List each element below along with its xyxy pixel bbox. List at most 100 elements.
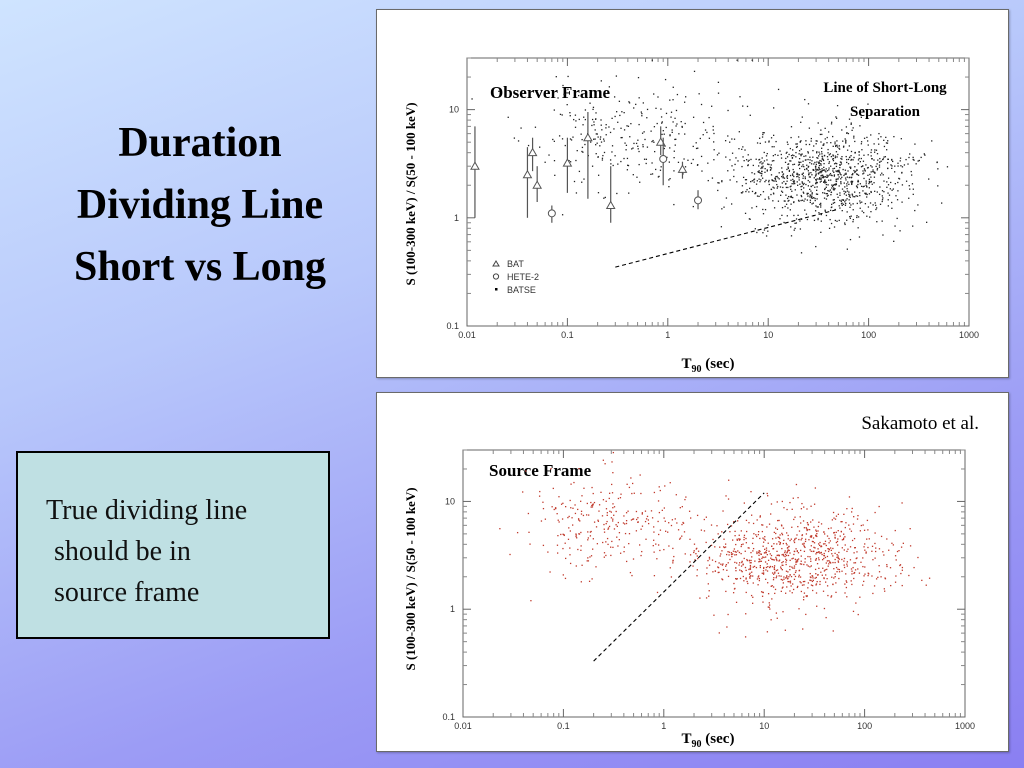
data-point: [796, 172, 798, 175]
data-point: [743, 580, 745, 582]
data-point: [815, 535, 817, 537]
data-point: [590, 555, 593, 557]
data-point: [623, 546, 625, 548]
data-point: [763, 132, 765, 134]
data-point: [908, 156, 910, 159]
data-point: [706, 567, 708, 569]
data-point: [727, 575, 730, 578]
data-point: [849, 238, 852, 241]
data-point: [736, 520, 739, 522]
data-point: [832, 511, 835, 514]
data-point: [759, 172, 761, 174]
data-point: [645, 538, 647, 540]
data-point: [755, 205, 758, 208]
data-point: [808, 143, 811, 146]
data-point: [849, 546, 852, 548]
data-point: [785, 563, 787, 566]
data-point: [733, 169, 735, 171]
data-point: [855, 602, 857, 604]
data-point: [735, 551, 737, 553]
data-point: [673, 555, 675, 558]
separation-line: [615, 208, 839, 268]
data-point: [780, 575, 782, 577]
data-point: [844, 177, 847, 179]
data-point: [606, 520, 608, 523]
data-point: [734, 535, 736, 537]
data-point: [499, 528, 501, 530]
data-point: [806, 199, 809, 201]
data-point: [815, 181, 818, 183]
data-point: [746, 558, 748, 561]
data-point: [825, 183, 828, 186]
observer-frame-panel: 0.01 0.1 1 10 100 1000 0.1 1 10 S (100-300 keV) /…: [376, 9, 1009, 378]
data-point: [900, 572, 902, 575]
data-point: [562, 502, 564, 504]
data-point: [875, 578, 878, 580]
data-point: [597, 174, 600, 176]
data-point: [797, 585, 799, 588]
data-point: [824, 209, 826, 211]
data-point: [847, 181, 849, 183]
data-point: [867, 174, 869, 176]
data-point: [766, 170, 768, 172]
data-point: [760, 591, 763, 593]
data-point: [820, 129, 822, 131]
data-point: [787, 167, 789, 170]
data-point: [824, 138, 826, 140]
data-point: [800, 560, 802, 562]
data-point: [733, 548, 736, 550]
data-point: [901, 502, 903, 504]
data-point: [750, 514, 753, 516]
data-point: [823, 143, 825, 145]
data-point: [743, 557, 745, 560]
data-point: [811, 193, 813, 195]
data-point: [838, 185, 840, 187]
data-point: [608, 492, 611, 494]
data-point: [820, 545, 822, 548]
data-point: [862, 190, 864, 192]
data-point: [529, 543, 531, 545]
data-point: [849, 194, 851, 196]
data-point: [820, 175, 822, 177]
data-point: [908, 197, 910, 199]
data-point: [781, 554, 783, 556]
data-point: [602, 154, 604, 157]
data-point: [846, 550, 848, 553]
data-point: [829, 218, 831, 221]
data-point: [792, 567, 794, 569]
data-point: [777, 177, 779, 179]
data-point: [593, 521, 596, 523]
data-point: [782, 582, 785, 584]
data-point: [862, 584, 864, 586]
data-point: [806, 218, 809, 221]
data-point: [636, 176, 638, 178]
data-point: [753, 565, 756, 568]
data-point: [850, 123, 852, 125]
data-point: [883, 554, 885, 556]
data-point: [834, 219, 837, 222]
data-point: [881, 200, 883, 203]
data-point: [846, 565, 848, 567]
data-point: [762, 541, 765, 543]
data-point: [750, 551, 752, 554]
data-point: [773, 577, 775, 579]
data-point: [556, 552, 559, 554]
data-point: [764, 141, 767, 143]
data-point: [823, 531, 825, 533]
data-point: [845, 194, 848, 196]
data-point: [807, 582, 810, 584]
data-point: [586, 502, 588, 505]
data-point: [781, 171, 783, 173]
data-point: [765, 155, 768, 157]
data-point: [876, 153, 879, 155]
data-point: [655, 107, 657, 109]
data-point: [625, 144, 628, 147]
data-point: [692, 205, 694, 208]
data-point: [785, 561, 787, 563]
data-point: [848, 118, 851, 120]
data-point: [820, 178, 822, 180]
data-point: [800, 121, 802, 123]
data-point: [669, 134, 671, 136]
data-point: [799, 140, 801, 143]
data-point: [646, 146, 649, 148]
